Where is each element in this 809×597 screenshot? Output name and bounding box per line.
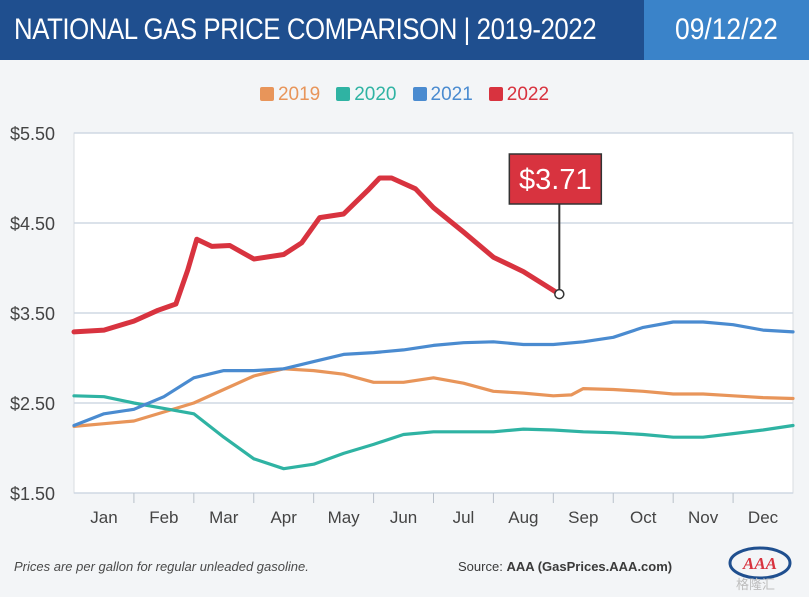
x-tick-label: May <box>328 508 361 527</box>
legend-label: 2019 <box>277 84 321 105</box>
x-tick-label: Dec <box>748 508 779 527</box>
series-line-2020 <box>72 394 795 471</box>
legend-label: 2022 <box>506 84 550 105</box>
chart-legend: 2019 2020 2021 2022 <box>0 84 809 106</box>
legend-swatch <box>412 87 427 101</box>
x-tick-label: Jul <box>453 508 475 527</box>
legend-swatch <box>488 87 503 101</box>
legend-label: 2021 <box>430 84 473 105</box>
callout-point <box>554 288 565 300</box>
x-tick-label: Mar <box>209 508 239 527</box>
x-tick-label: Jun <box>390 508 417 527</box>
source-label: Source: <box>458 559 503 574</box>
source-credit: Source: AAA (GasPrices.AAA.com) <box>458 559 672 574</box>
page-title: NATIONAL GAS PRICE COMPARISON | 2019-202… <box>14 13 597 46</box>
legend-item-2019: 2019 <box>259 84 321 106</box>
series-line-2019 <box>72 367 795 428</box>
x-tick-label: Apr <box>270 508 297 527</box>
source-value: AAA (GasPrices.AAA.com) <box>506 559 673 574</box>
x-tick-label: Jan <box>90 508 117 527</box>
date-badge: 09/12/22 <box>644 0 809 60</box>
x-tick-label: Nov <box>688 508 719 527</box>
footnote: Prices are per gallon for regular unlead… <box>14 559 309 574</box>
legend-label: 2020 <box>354 84 397 105</box>
y-tick-label: $1.50 <box>10 484 55 504</box>
callout-label: $3.71 <box>519 164 592 196</box>
header-bar: NATIONAL GAS PRICE COMPARISON | 2019-202… <box>0 0 809 60</box>
callout-box <box>508 153 603 205</box>
line-chart: $5.50 $4.50 $3.50 $2.50 $1.50 Jan Feb Mar Apr May… <box>10 124 795 527</box>
x-tick-label: Oct <box>630 508 657 527</box>
legend-item-2021: 2021 <box>412 84 473 106</box>
x-tick-label: Aug <box>508 508 538 527</box>
aaa-logo-text: AAA <box>742 554 777 573</box>
y-tick-label: $4.50 <box>10 214 55 234</box>
y-tick-label: $5.50 <box>10 124 55 144</box>
watermark: 格隆汇 <box>736 577 776 592</box>
legend-item-2022: 2022 <box>488 84 550 106</box>
legend-swatch <box>336 87 351 101</box>
y-tick-label: $2.50 <box>10 394 55 414</box>
date-text: 09/12/22 <box>675 13 778 46</box>
series-line-2022 <box>71 175 562 335</box>
aaa-logo: AAA <box>728 546 792 580</box>
legend-item-2020: 2020 <box>336 84 397 106</box>
x-tick-label: Sep <box>568 508 598 527</box>
x-tick-label: Feb <box>149 508 178 527</box>
series-line-2021 <box>72 320 795 428</box>
legend-swatch <box>259 87 274 101</box>
y-tick-label: $3.50 <box>10 304 55 324</box>
